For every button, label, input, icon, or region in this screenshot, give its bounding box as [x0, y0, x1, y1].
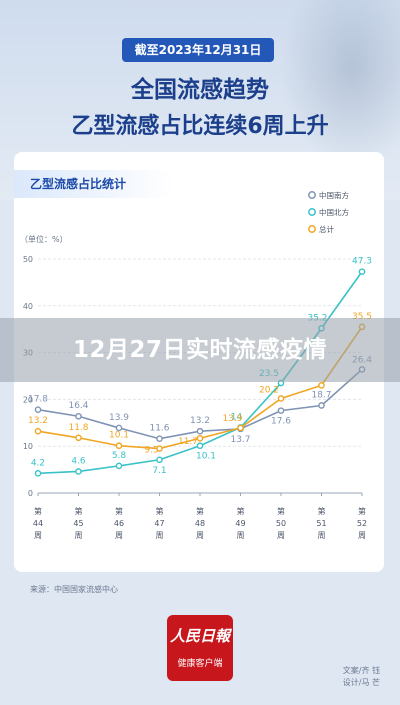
overlay-title: 12月27日实时流感疫情 — [72, 337, 327, 363]
data-label: 17.8 — [28, 395, 48, 405]
data-label: 11.6 — [149, 424, 169, 434]
data-label: 13.9 — [109, 413, 129, 423]
data-point — [115, 462, 123, 470]
credit-copy: 文案/齐 钰 — [342, 666, 380, 675]
x-tick-label: 周 — [277, 531, 285, 540]
data-point — [75, 468, 82, 475]
data-point — [196, 434, 204, 442]
data-label: 11.8 — [68, 423, 88, 433]
data-label: 13.9 — [222, 414, 242, 424]
y-tick-label: 10 — [23, 442, 33, 451]
x-tick-label: 周 — [156, 531, 164, 540]
data-label: 13.7 — [230, 435, 250, 445]
legend-marker — [308, 191, 316, 199]
data-point — [75, 412, 82, 420]
data-label: 18.7 — [311, 390, 331, 400]
data-label: 47.3 — [352, 257, 372, 267]
data-label: 13.2 — [28, 416, 48, 426]
data-point — [237, 424, 244, 432]
data-label: 5.8 — [112, 451, 127, 461]
x-tick-label: 49 — [235, 519, 245, 528]
legend-label: 中国北方 — [319, 207, 349, 217]
x-tick-label: 第 — [115, 506, 123, 516]
x-tick-label: 第 — [358, 506, 366, 516]
legend-label: 中国南方 — [319, 190, 349, 200]
data-point — [156, 445, 163, 452]
x-tick-label: 45 — [73, 519, 83, 528]
data-label: 4.6 — [71, 456, 86, 466]
brand-logo: 人民日報 健康客户端 — [167, 615, 233, 681]
data-point — [318, 402, 325, 409]
data-point — [196, 427, 204, 435]
data-label: 17.6 — [271, 417, 291, 427]
data-label: 20.2 — [259, 385, 279, 395]
chart-title-tab: 乙型流感占比统计 — [14, 170, 174, 198]
legend-label: 总计 — [319, 224, 334, 234]
data-point — [277, 395, 285, 402]
data-point — [277, 407, 285, 414]
date-badge: 截至2023年12月31日 — [122, 38, 274, 62]
x-tick-label: 第 — [318, 506, 326, 516]
x-tick-label: 周 — [115, 531, 123, 540]
data-label: 35.5 — [352, 312, 372, 322]
overlay-band — [0, 318, 400, 382]
x-tick-label: 50 — [276, 519, 286, 528]
data-point — [196, 442, 204, 450]
data-label: 9.5 — [144, 446, 158, 456]
x-tick-label: 第 — [237, 506, 245, 516]
data-label: 11.7 — [178, 437, 198, 447]
data-point — [34, 470, 42, 477]
legend-marker — [308, 225, 316, 233]
x-tick-label: 第 — [75, 506, 83, 516]
x-tick-label: 47 — [154, 519, 164, 528]
y-axis-label: （单位：%） — [20, 234, 68, 244]
logo-subtitle: 健康客户端 — [177, 659, 223, 669]
data-label: 13.2 — [190, 416, 210, 426]
data-label: 4.2 — [31, 458, 45, 468]
data-point — [115, 442, 123, 450]
data-label: 7.1 — [152, 466, 166, 476]
data-label: 10.1 — [196, 452, 216, 462]
x-tick-label: 第 — [156, 506, 164, 516]
page-subtitle: 乙型流感占比连续6周上升 — [71, 114, 329, 139]
x-tick-label: 周 — [237, 531, 245, 540]
credit-design: 设计/马 芒 — [342, 678, 380, 687]
data-point — [156, 435, 163, 443]
data-point — [75, 434, 82, 442]
x-tick-label: 周 — [196, 531, 204, 540]
legend-marker — [308, 208, 316, 216]
data-point — [318, 382, 325, 389]
data-point — [115, 424, 123, 432]
data-point — [34, 427, 42, 435]
data-point — [156, 456, 163, 464]
y-tick-label: 40 — [23, 302, 33, 311]
page-title: 全国流感趋势 — [131, 77, 269, 103]
x-tick-label: 46 — [114, 519, 124, 528]
x-tick-label: 第 — [196, 506, 204, 516]
x-tick-label: 44 — [33, 519, 43, 528]
x-tick-label: 周 — [75, 531, 83, 540]
credits: 文案/齐 钰 设计/马 芒 — [318, 665, 380, 689]
y-tick-label: 50 — [23, 255, 33, 264]
x-tick-label: 周 — [358, 531, 366, 540]
logo-wordmark: 人民日報 — [169, 627, 230, 645]
data-label: 16.4 — [68, 401, 88, 411]
x-tick-label: 48 — [195, 519, 205, 528]
y-tick-label: 20 — [23, 395, 33, 404]
x-tick-label: 第 — [34, 506, 42, 516]
x-tick-label: 周 — [34, 531, 42, 540]
x-tick-label: 51 — [316, 519, 326, 528]
source-note: 来源：中国国家流感中心 — [30, 585, 118, 594]
y-tick-label: 0 — [28, 489, 33, 498]
background-figure — [280, 0, 400, 170]
data-label: 10.1 — [109, 431, 129, 441]
data-label: 14 — [231, 412, 243, 422]
data-point — [358, 268, 366, 275]
data-point — [34, 406, 42, 413]
x-tick-label: 周 — [318, 531, 326, 540]
x-tick-label: 52 — [357, 519, 367, 528]
x-tick-label: 第 — [277, 506, 285, 516]
